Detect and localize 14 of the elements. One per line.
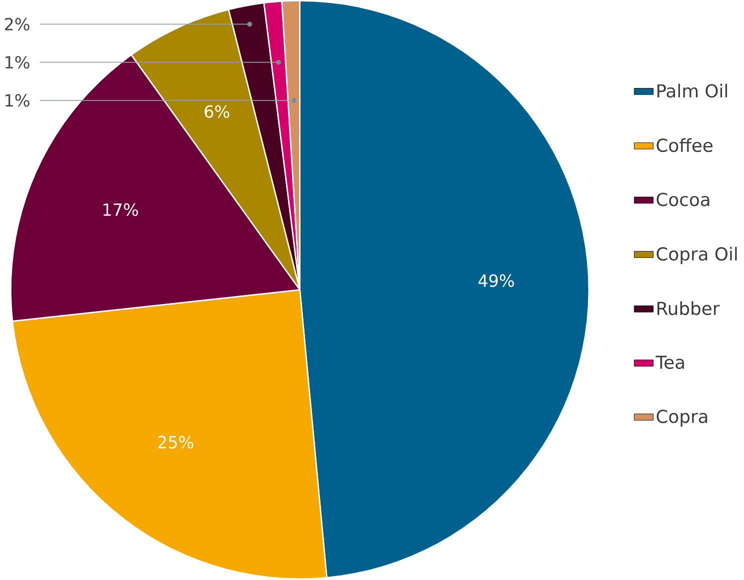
legend-label: Tea bbox=[656, 356, 684, 370]
data-label: 6% bbox=[204, 105, 230, 118]
data-label: 1% bbox=[6, 56, 30, 69]
legend-label: Copra bbox=[656, 410, 708, 427]
legend-label: Cocoa bbox=[656, 192, 710, 206]
data-label: 25% bbox=[158, 436, 194, 449]
data-label: 17% bbox=[104, 204, 138, 216]
data-label: 49% bbox=[478, 274, 514, 288]
legend-label: Coffee bbox=[656, 138, 712, 152]
data-label: 2% bbox=[4, 18, 30, 31]
legend-label: Palm Oil bbox=[657, 84, 727, 98]
legend-label: Rubber bbox=[657, 302, 720, 316]
legend-label: Copra Oil bbox=[656, 247, 737, 264]
data-label: 1% bbox=[6, 94, 30, 107]
